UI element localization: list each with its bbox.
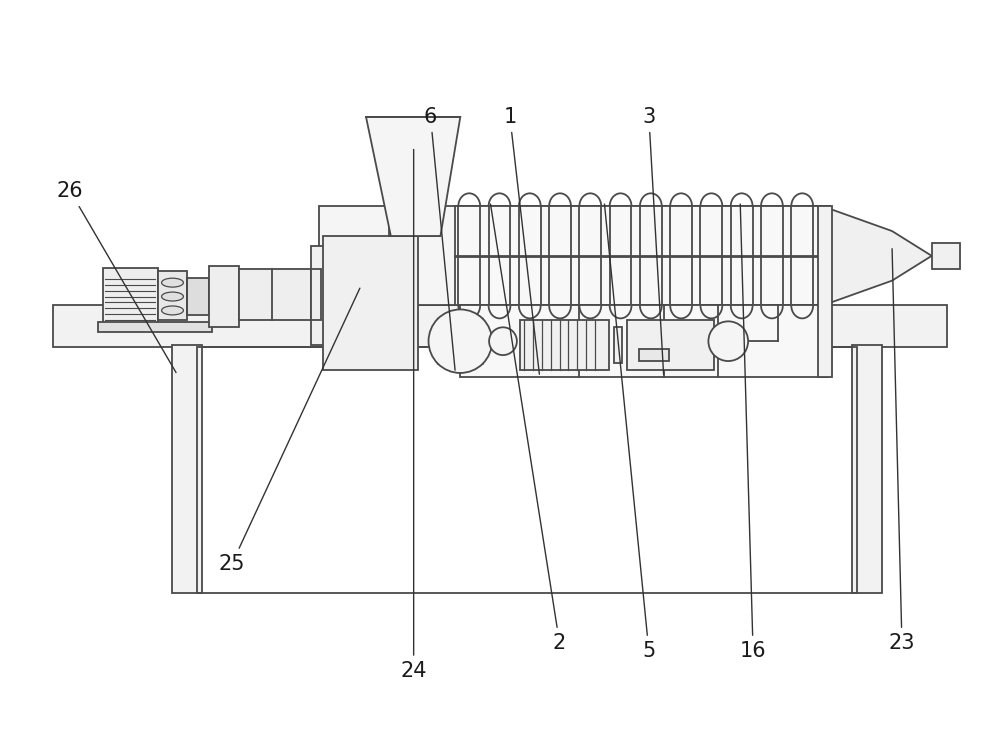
Text: 6: 6 bbox=[424, 107, 455, 370]
Bar bbox=[818, 207, 832, 377]
Text: 1: 1 bbox=[503, 107, 539, 374]
Bar bbox=[323, 236, 418, 370]
Text: 24: 24 bbox=[400, 149, 427, 681]
Polygon shape bbox=[823, 207, 932, 306]
Circle shape bbox=[429, 309, 492, 373]
Bar bbox=[455, 207, 823, 306]
Text: 25: 25 bbox=[219, 288, 360, 573]
Bar bbox=[319, 207, 830, 306]
Bar bbox=[852, 345, 882, 593]
Bar bbox=[389, 171, 440, 236]
Bar bbox=[460, 306, 828, 377]
Text: 26: 26 bbox=[57, 182, 176, 373]
Bar bbox=[311, 246, 326, 345]
Bar bbox=[197, 347, 857, 593]
Ellipse shape bbox=[162, 306, 183, 315]
Polygon shape bbox=[366, 117, 460, 236]
Bar bbox=[209, 266, 239, 327]
Circle shape bbox=[489, 327, 517, 355]
Bar bbox=[311, 269, 321, 320]
Bar bbox=[932, 243, 960, 269]
Ellipse shape bbox=[162, 292, 183, 301]
Bar bbox=[187, 278, 209, 315]
Bar bbox=[98, 323, 212, 332]
Bar bbox=[172, 345, 202, 593]
Text: 3: 3 bbox=[642, 107, 664, 374]
Text: 16: 16 bbox=[740, 204, 766, 661]
Bar bbox=[239, 269, 323, 320]
Text: 2: 2 bbox=[491, 204, 566, 653]
Bar bbox=[53, 306, 947, 347]
Bar bbox=[158, 270, 187, 320]
Circle shape bbox=[708, 321, 748, 361]
Bar bbox=[520, 320, 609, 370]
Text: 23: 23 bbox=[889, 248, 915, 653]
Bar bbox=[639, 349, 669, 361]
Bar bbox=[627, 320, 714, 370]
Bar bbox=[103, 268, 158, 326]
Bar bbox=[614, 327, 622, 363]
Text: 5: 5 bbox=[604, 204, 655, 661]
Ellipse shape bbox=[162, 278, 183, 287]
